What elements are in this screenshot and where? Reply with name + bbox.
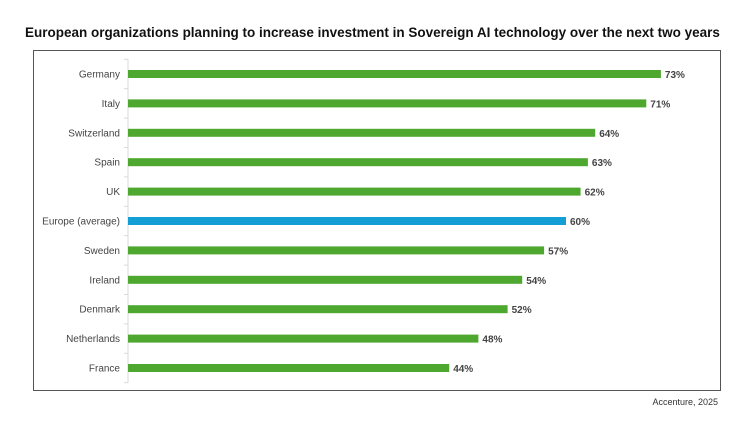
bar (128, 275, 523, 284)
value-label: 73% (665, 70, 685, 81)
value-label: 44% (453, 364, 473, 375)
category-label: France (89, 364, 121, 375)
category-label: Spain (94, 158, 120, 169)
value-label: 60% (570, 217, 590, 228)
category-label: Italy (102, 99, 120, 110)
value-label: 63% (592, 158, 612, 169)
chart-title: European organizations planning to incre… (25, 25, 720, 40)
category-label: UK (106, 187, 120, 198)
category-label: Ireland (89, 275, 120, 286)
value-label: 71% (650, 99, 670, 110)
bar (128, 128, 596, 137)
source-note: Accenture, 2025 (652, 397, 718, 407)
value-label: 52% (512, 305, 532, 316)
bar (128, 158, 588, 167)
value-label: 48% (482, 335, 502, 346)
bar (128, 70, 661, 78)
bar (128, 334, 479, 343)
value-label: 64% (599, 129, 619, 140)
category-label: Netherlands (66, 334, 120, 345)
category-label: Sweden (84, 246, 120, 257)
category-label: Denmark (79, 305, 121, 316)
chart-frame (33, 50, 721, 391)
bar (128, 217, 566, 225)
value-label: 57% (548, 246, 568, 257)
bar (128, 187, 581, 196)
bar (128, 305, 508, 314)
category-label: Germany (79, 70, 120, 81)
bar (128, 246, 545, 255)
value-label: 62% (585, 188, 605, 199)
value-label: 54% (526, 276, 546, 287)
category-label: Switzerland (68, 128, 120, 139)
bar (128, 364, 450, 372)
category-label: Europe (average) (42, 217, 120, 228)
bar (128, 99, 647, 108)
